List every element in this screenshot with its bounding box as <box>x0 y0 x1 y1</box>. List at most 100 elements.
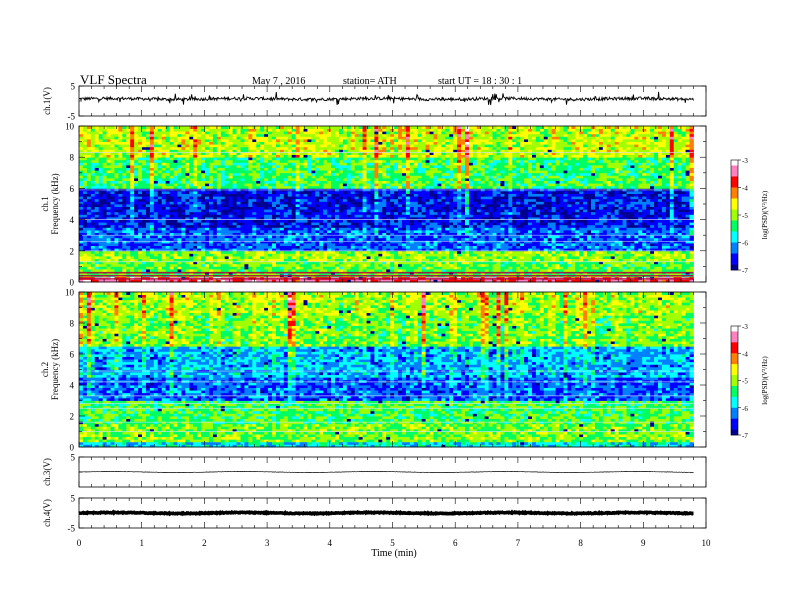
spectrogram-cell <box>79 232 84 236</box>
spectrogram-cell <box>354 209 360 213</box>
spectrogram-cell <box>173 172 178 176</box>
spectrogram-cell <box>145 152 151 155</box>
spectrogram-cell <box>232 149 237 153</box>
spectrogram-cell <box>224 261 230 265</box>
spectrogram-cell <box>268 175 273 179</box>
spectrogram-cell <box>338 230 344 233</box>
spectrogram-cell <box>216 175 222 179</box>
spectrogram-cell <box>256 266 261 270</box>
spectrogram-cell <box>264 206 269 210</box>
spectrogram-cell <box>295 230 300 233</box>
spectrogram-cell <box>201 136 206 140</box>
spectrogram-cell <box>272 136 277 140</box>
spectrogram-cell <box>201 149 206 153</box>
spectrogram-cell <box>303 253 308 257</box>
spectrogram-cell <box>275 211 281 215</box>
spectrogram-cell <box>79 266 84 270</box>
spectrogram-cell <box>283 222 289 226</box>
spectrogram-cell <box>264 167 269 171</box>
spectrogram-cell <box>307 185 312 189</box>
spectrogram-cell <box>169 167 174 171</box>
spectrogram-cell <box>354 269 360 272</box>
spectrogram-cell <box>193 261 198 265</box>
spectrogram-cell <box>149 219 155 223</box>
spectrogram-cell <box>362 139 367 142</box>
spectrogram-cell <box>169 217 174 220</box>
spectrogram-cell <box>283 235 289 239</box>
spectrogram-cell <box>145 136 151 140</box>
spectrogram-cell <box>307 178 312 181</box>
spectrogram-cell <box>323 196 328 200</box>
spectrogram-cell <box>142 206 147 210</box>
spectrogram-cell <box>307 144 312 148</box>
spectrogram-cell <box>248 219 253 223</box>
spectrogram-cell <box>220 248 226 252</box>
spectrogram-cell <box>366 201 371 205</box>
spectrogram-cell <box>362 263 367 267</box>
spectrogram-cell <box>134 206 139 210</box>
spectrogram-cell <box>169 139 174 142</box>
spectrogram-cell <box>323 204 328 207</box>
spectrogram-cell <box>240 214 245 218</box>
spectrogram-cell <box>327 172 332 176</box>
spectrogram-cell <box>102 248 107 252</box>
spectrogram-cell <box>193 279 198 283</box>
spectrogram-cell <box>157 263 163 267</box>
spectrogram-cell <box>327 232 332 236</box>
spectrogram-cell <box>114 222 119 226</box>
spectrogram-cell <box>201 170 206 174</box>
spectrogram-cell <box>208 258 214 262</box>
spectrogram-cell <box>94 266 100 270</box>
spectrogram-cell <box>279 206 285 210</box>
spectrogram-cell <box>153 175 159 179</box>
spectrogram-cell <box>208 243 214 246</box>
spectrogram-cell <box>224 256 230 259</box>
spectrogram-cell <box>126 178 131 181</box>
spectrogram-cell <box>90 245 96 249</box>
spectrogram-cell <box>161 256 167 259</box>
spectrogram-cell <box>90 230 96 233</box>
spectrogram-cell <box>165 279 170 283</box>
spectrogram-cell <box>189 206 194 210</box>
spectrogram-cell <box>114 141 119 145</box>
spectrogram-cell <box>287 128 293 132</box>
spectrogram-cell <box>102 253 107 257</box>
station-label: station= ATH <box>343 76 397 87</box>
spectrogram-cell <box>228 128 234 132</box>
spectrogram-cell <box>390 185 395 189</box>
spectrogram-cell <box>181 201 186 205</box>
spectrogram-cell <box>208 193 214 197</box>
spectrogram-cell <box>197 214 202 218</box>
spectrogram-cell <box>264 214 269 218</box>
spectrogram-cell <box>240 256 245 259</box>
spectrogram-cell <box>240 196 245 200</box>
spectrogram-cell <box>346 245 352 249</box>
spectrogram-cell <box>126 235 131 239</box>
spectrogram-cell <box>185 248 190 252</box>
spectrogram-cell <box>153 126 159 129</box>
spectrogram-cell <box>283 141 289 145</box>
spectrogram-cell <box>94 227 100 231</box>
spectrogram-cell <box>252 224 257 228</box>
spectrogram-cell <box>106 149 111 153</box>
spectrogram-cell <box>122 167 127 171</box>
spectrogram-cell <box>386 126 391 129</box>
spectrogram-cell <box>193 152 198 155</box>
spectrogram-cell <box>236 217 241 220</box>
spectrogram-cell <box>205 136 210 140</box>
spectrogram-cell <box>201 232 206 236</box>
spectrogram-cell <box>106 209 111 213</box>
spectrogram-cell <box>82 136 88 140</box>
spectrogram-cell <box>342 209 348 213</box>
spectrogram-cell <box>126 250 131 254</box>
spectrogram-cell <box>102 232 107 236</box>
spectrogram-cell <box>283 185 289 189</box>
spectrogram-cell <box>86 206 92 210</box>
spectrogram-cell <box>82 159 88 163</box>
spectrogram-cell <box>382 128 387 132</box>
spectrogram-cell <box>354 198 360 202</box>
spectrogram-cell <box>272 201 277 205</box>
spectrogram-cell <box>319 201 324 205</box>
spectrogram-cell <box>315 149 320 153</box>
spectrogram-cell <box>275 258 281 262</box>
